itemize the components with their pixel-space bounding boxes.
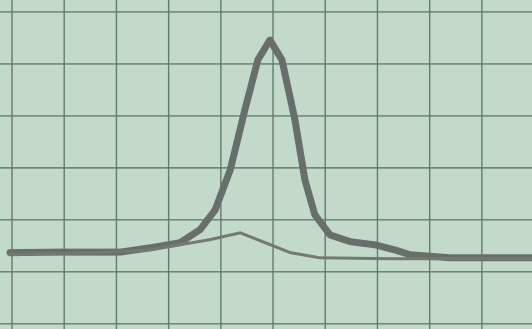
scope-screen (0, 0, 532, 329)
page: {"chart_data": {"type": "line", "grid": … (0, 0, 532, 329)
trace (10, 40, 532, 258)
